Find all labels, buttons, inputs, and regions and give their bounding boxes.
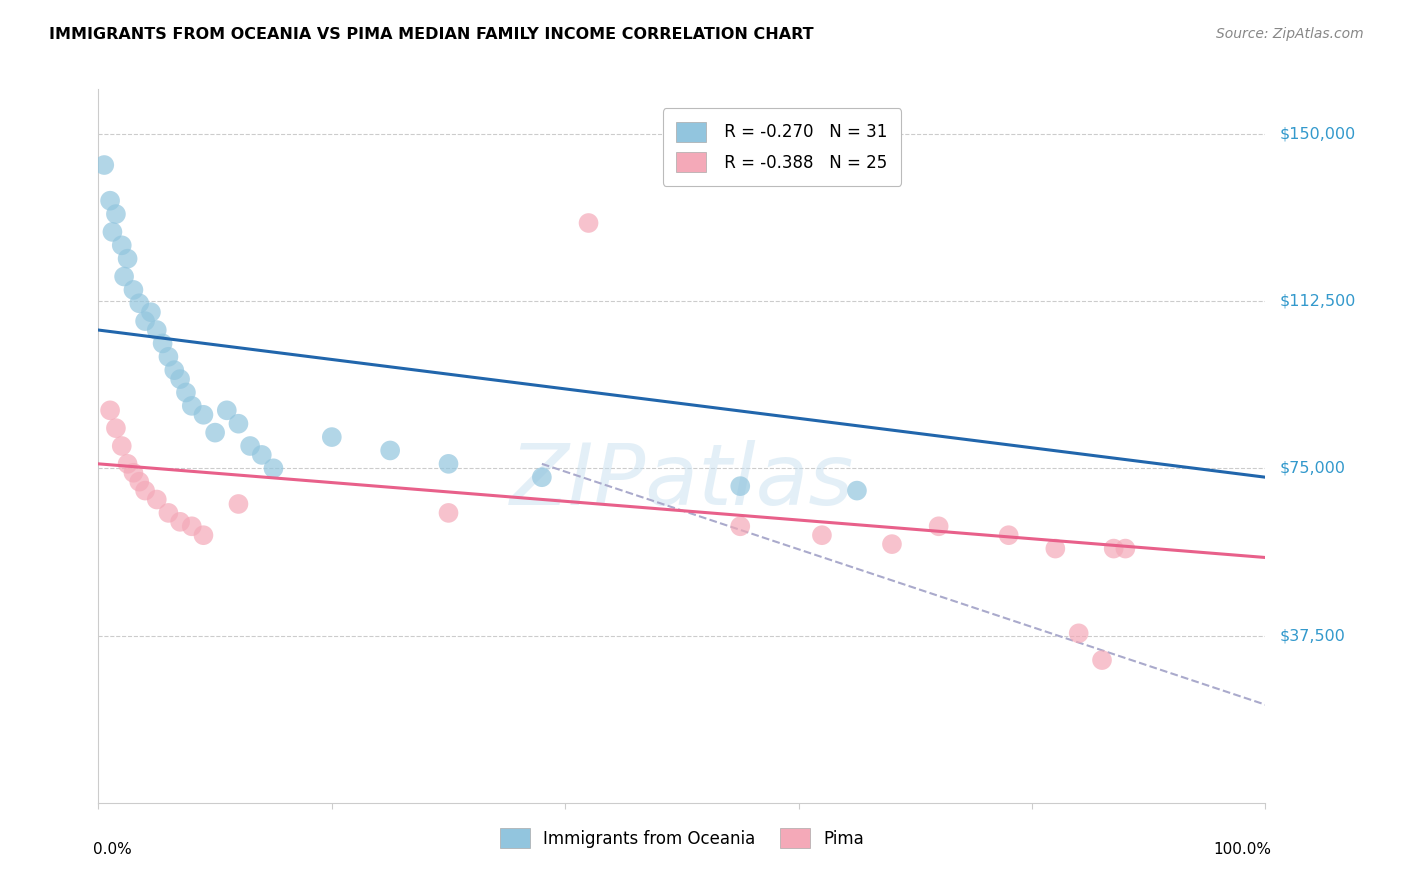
Point <box>1045 541 1067 556</box>
Point <box>117 252 139 266</box>
Point <box>157 350 180 364</box>
Point <box>250 448 273 462</box>
Text: Source: ZipAtlas.com: Source: ZipAtlas.com <box>1216 27 1364 41</box>
Point <box>146 492 169 507</box>
Text: $75,000: $75,000 <box>1279 461 1346 475</box>
Point <box>111 439 134 453</box>
Point <box>152 336 174 351</box>
Point <box>437 506 460 520</box>
Point <box>730 479 752 493</box>
Point <box>98 194 121 208</box>
Point <box>228 417 250 431</box>
Point <box>146 323 169 337</box>
Point <box>730 519 752 533</box>
Point <box>180 519 202 533</box>
Point <box>122 283 145 297</box>
Point <box>321 430 343 444</box>
Text: $150,000: $150,000 <box>1279 127 1355 141</box>
Point <box>880 537 903 551</box>
Point <box>239 439 262 453</box>
Text: $37,500: $37,500 <box>1279 628 1346 643</box>
Point <box>111 238 134 252</box>
Point <box>1114 541 1136 556</box>
Point <box>169 515 191 529</box>
Point <box>1067 626 1090 640</box>
Point <box>104 207 127 221</box>
Text: ZIPatlas: ZIPatlas <box>510 440 853 524</box>
Point <box>174 385 197 400</box>
Point <box>928 519 950 533</box>
Point <box>180 399 202 413</box>
Point <box>163 363 186 377</box>
Point <box>122 466 145 480</box>
Point <box>101 225 124 239</box>
Text: IMMIGRANTS FROM OCEANIA VS PIMA MEDIAN FAMILY INCOME CORRELATION CHART: IMMIGRANTS FROM OCEANIA VS PIMA MEDIAN F… <box>49 27 814 42</box>
Point <box>228 497 250 511</box>
Point <box>811 528 834 542</box>
Point <box>193 528 215 542</box>
Point <box>139 305 162 319</box>
Point <box>93 158 115 172</box>
Text: 0.0%: 0.0% <box>93 842 131 857</box>
Point <box>104 421 127 435</box>
Text: $112,500: $112,500 <box>1279 293 1355 309</box>
Point <box>117 457 139 471</box>
Point <box>530 470 553 484</box>
Point <box>578 216 600 230</box>
Point <box>437 457 460 471</box>
Point <box>157 506 180 520</box>
Point <box>98 403 121 417</box>
Point <box>380 443 402 458</box>
Point <box>262 461 284 475</box>
Point <box>204 425 226 440</box>
Point <box>134 483 156 498</box>
Point <box>128 475 150 489</box>
Point <box>215 403 238 417</box>
Point <box>193 408 215 422</box>
Point <box>134 314 156 328</box>
Point <box>997 528 1019 542</box>
Legend: Immigrants from Oceania, Pima: Immigrants from Oceania, Pima <box>494 822 870 855</box>
Point <box>846 483 869 498</box>
Point <box>128 296 150 310</box>
Point <box>169 372 191 386</box>
Text: 100.0%: 100.0% <box>1213 842 1271 857</box>
Point <box>1102 541 1125 556</box>
Point <box>112 269 135 284</box>
Point <box>1091 653 1114 667</box>
